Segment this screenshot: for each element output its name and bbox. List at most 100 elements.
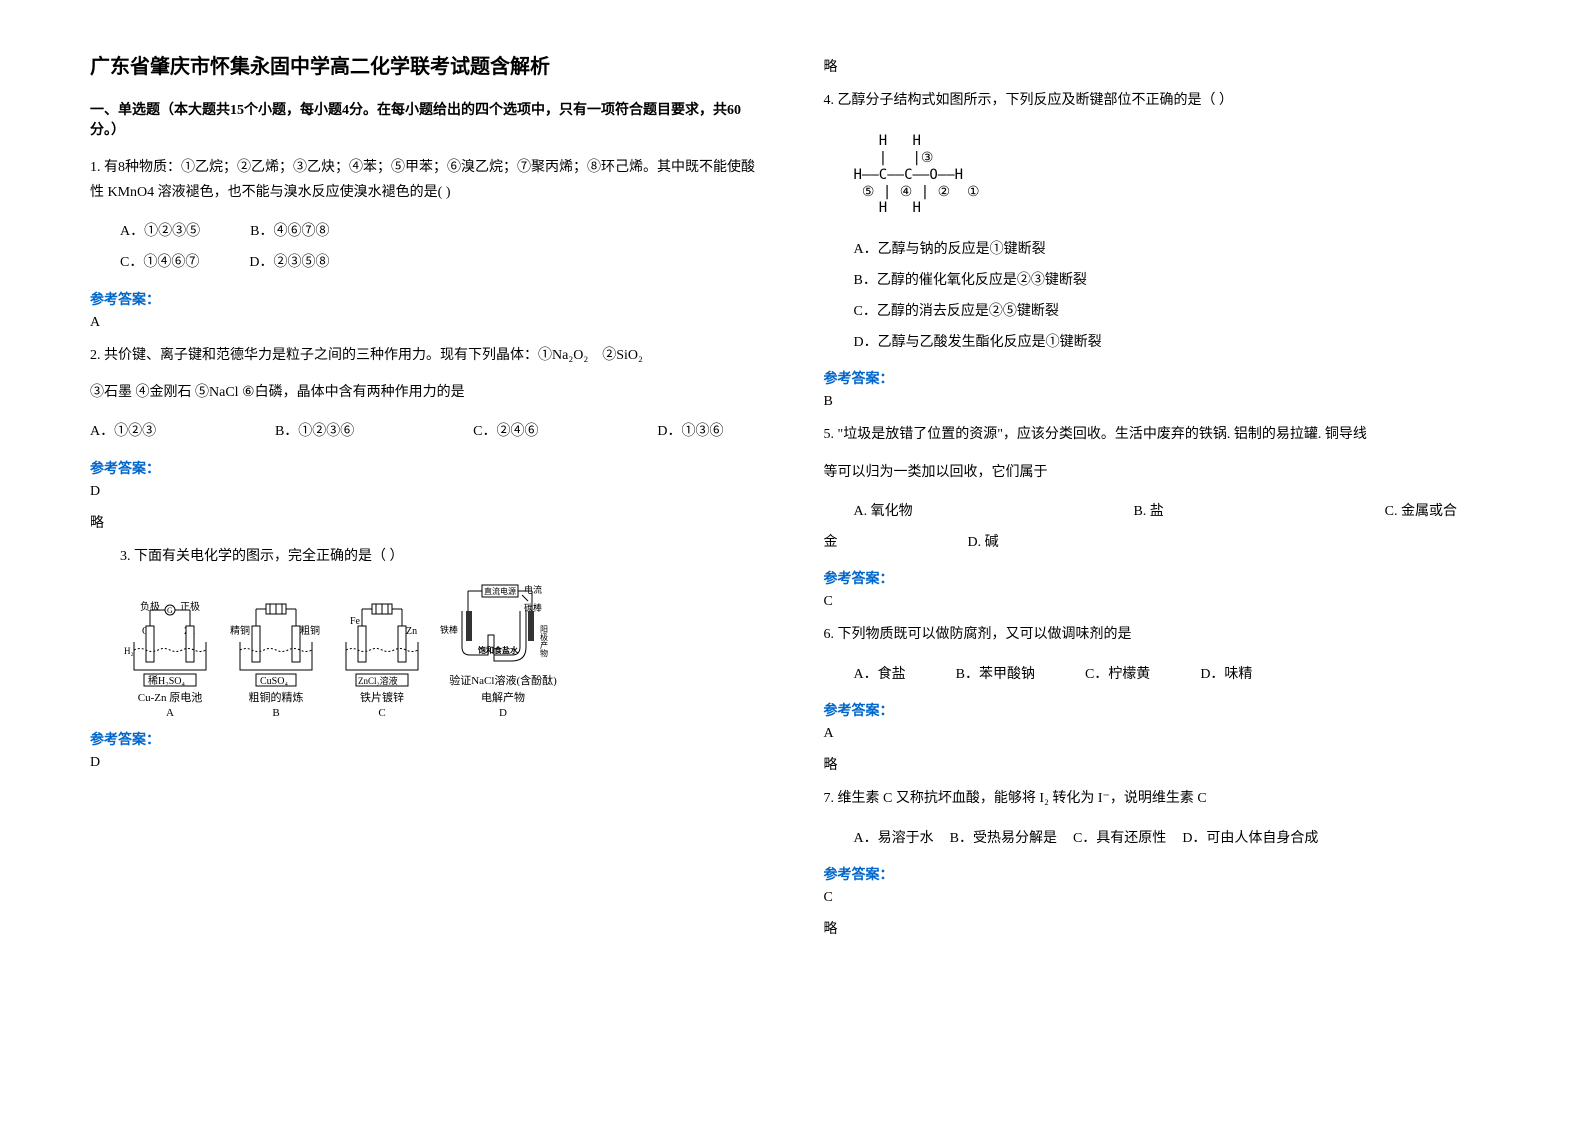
fig-a-letter: A: [166, 707, 174, 719]
q3-figure-b: 精铜 粗铜 CuSO₄ 粗铜的精炼 B: [226, 598, 326, 719]
section-1-heading: 一、单选题（本大题共15个小题，每小题4分。在每小题给出的四个选项中，只有一项符…: [90, 99, 764, 139]
electrode-b1: [252, 626, 260, 662]
q1-option-a: A．①②③⑤: [120, 217, 200, 248]
q4-answer: B: [824, 394, 1498, 410]
q5-option-b: B. 盐: [1133, 497, 1163, 528]
q7-option-c: C．具有还原性: [1073, 824, 1166, 855]
q3-figure-a: 负极 正极 G Cu Zn H₂ 稀H₂SO₄ Cu-Zn 原电池 A: [120, 598, 220, 719]
q5-stem-line2: 等可以归为一类加以回收，它们属于: [824, 460, 1498, 485]
q7-stem: 7. 维生素 C 又称抗坏血酸，能够将 I₂ 转化为 I⁻，说明维生素 C: [824, 786, 1498, 811]
q3-answer-label: 参考答案：: [90, 729, 764, 749]
arrow-d: [522, 595, 528, 601]
q7-option-d: D．可由人体自身合成: [1182, 824, 1318, 855]
q3-answer: D: [90, 755, 764, 771]
q3-figures: 负极 正极 G Cu Zn H₂ 稀H₂SO₄ Cu-Zn 原电池 A: [90, 581, 764, 719]
q1-answer: A: [90, 315, 764, 331]
electrode-zn: [186, 626, 194, 662]
q4-option-c: C．乙醇的消去反应是②⑤键断裂: [854, 297, 1498, 328]
q5-options: A. 氧化物 B. 盐 C. 金属或合 金 D. 碱: [824, 497, 1498, 559]
q7-answer: C: [824, 890, 1498, 906]
electrochem-c-svg: Fe Zn ZnCl₂溶液: [332, 598, 432, 688]
beaker-c: [346, 642, 418, 670]
q7-note: 略: [824, 918, 1498, 938]
fig-b-letter: B: [272, 707, 279, 719]
q2-answer-label: 参考答案：: [90, 458, 764, 478]
q5-answer: C: [824, 594, 1498, 610]
q7-option-a: A．易溶于水: [854, 824, 934, 855]
q1-stem: 1. 有8种物质：①乙烷；②乙烯；③乙炔；④苯；⑤甲苯；⑥溴乙烷；⑦聚丙烯；⑧环…: [90, 155, 764, 205]
q2-option-d: D．①③⑥: [657, 417, 723, 448]
q7-options: A．易溶于水 B．受热易分解是 C．具有还原性 D．可由人体自身合成: [824, 824, 1498, 855]
q4-option-b: B．乙醇的催化氧化反应是②③键断裂: [854, 266, 1498, 297]
fig-d-letter: D: [499, 707, 507, 719]
q7-answer-label: 参考答案：: [824, 864, 1498, 884]
fig-c-left: Fe: [350, 616, 361, 627]
right-column: 略 4. 乙醇分子结构式如图所示，下列反应及断键部位不正确的是（ ） H H |…: [794, 50, 1528, 1072]
electrode-d1: [466, 611, 472, 641]
electrode-cu: [146, 626, 154, 662]
q6-option-b: B．苯甲酸钠: [956, 660, 1035, 691]
q6-option-a: A．食盐: [854, 660, 906, 691]
liquid-c: [346, 649, 418, 652]
q5-option-d: D. 碱: [968, 528, 999, 559]
electrochem-a-svg: 负极 正极 G Cu Zn H₂ 稀H₂SO₄: [120, 598, 220, 688]
q2-option-a: A．①②③: [90, 417, 156, 448]
meter-g: G: [167, 606, 173, 615]
fig-b-right: 粗铜: [300, 625, 320, 637]
document-title: 广东省肇庆市怀集永固中学高二化学联考试题含解析: [90, 50, 764, 79]
fig-d-current: 电流: [524, 584, 542, 595]
q3-stem: 3. 下面有关电化学的图示，完全正确的是（ ）: [90, 544, 764, 569]
q6-note: 略: [824, 754, 1498, 774]
q6-answer-label: 参考答案：: [824, 700, 1498, 720]
beaker-b: [240, 642, 312, 670]
q6-options: A．食盐 B．苯甲酸钠 C．柠檬黄 D．味精: [824, 660, 1498, 691]
q6-stem: 6. 下列物质既可以做防腐剂，又可以做调味剂的是: [824, 622, 1498, 647]
electrode-d2: [528, 611, 534, 641]
fig-c-caption: 铁片镀锌: [360, 689, 404, 705]
q5-stem-line1: 5. "垃圾是放错了位置的资源"，应该分类回收。生活中废弃的铁锅. 铝制的易拉罐…: [824, 422, 1498, 447]
q4-answer-label: 参考答案：: [824, 368, 1498, 388]
q1-option-d: D．②③⑤⑧: [249, 248, 329, 279]
fig-d-caption2: 电解产物: [481, 689, 525, 705]
electrode-b2: [292, 626, 300, 662]
q3-figure-c: Fe Zn ZnCl₂溶液 铁片镀锌 C: [332, 598, 432, 719]
q1-options: A．①②③⑤ B．④⑥⑦⑧ C．①④⑥⑦ D．②③⑤⑧: [90, 217, 764, 279]
electrode-c1: [358, 626, 366, 662]
fig-d-salt: 饱和食盐水: [478, 645, 519, 655]
electrochem-b-svg: 精铜 粗铜 CuSO₄: [226, 598, 326, 688]
q4-option-a: A．乙醇与钠的反应是①键断裂: [854, 235, 1498, 266]
q6-option-d: D．味精: [1200, 660, 1252, 691]
q2-option-c: C．②④⑥: [473, 417, 538, 448]
left-column: 广东省肇庆市怀集永固中学高二化学联考试题含解析 一、单选题（本大题共15个小题，…: [60, 50, 794, 1072]
q2-answer: D: [90, 484, 764, 500]
q4-stem: 4. 乙醇分子结构式如图所示，下列反应及断键部位不正确的是（ ）: [824, 88, 1498, 113]
fig-b-solution: CuSO₄: [260, 676, 288, 687]
fig-a-h2: H₂: [124, 646, 134, 656]
fig-a-solution: 稀H₂SO₄: [148, 674, 185, 687]
q1-option-c: C．①④⑥⑦: [120, 248, 199, 279]
q5-answer-label: 参考答案：: [824, 568, 1498, 588]
fig-c-solution: ZnCl₂溶液: [358, 675, 398, 686]
q2-options: A．①②③ B．①②③⑥ C．②④⑥ D．①③⑥: [90, 417, 764, 448]
q6-answer: A: [824, 726, 1498, 742]
col2-top-note: 略: [824, 56, 1498, 76]
electrochem-d-svg: 直流电源 电流 碳棒 铁棒 饱和食盐水 阳极产物: [438, 581, 568, 671]
liquid-a: [134, 649, 206, 652]
q1-option-b: B．④⑥⑦⑧: [250, 217, 329, 248]
q7-option-b: B．受热易分解是: [950, 824, 1057, 855]
q6-option-c: C．柠檬黄: [1085, 660, 1150, 691]
q4-options: A．乙醇与钠的反应是①键断裂 B．乙醇的催化氧化反应是②③键断裂 C．乙醇的消去…: [824, 235, 1498, 358]
q5-option-c: C. 金属或合: [1385, 497, 1457, 528]
fig-d-power: 直流电源: [484, 586, 516, 596]
q4-option-d: D．乙醇与乙酸发生酯化反应是①键断裂: [854, 328, 1498, 359]
liquid-b: [240, 649, 312, 652]
electrode-c2: [398, 626, 406, 662]
q2-stem-line2: ③石墨 ④金刚石 ⑤NaCl ⑥白磷，晶体中含有两种作用力的是: [90, 380, 764, 405]
ethanol-structure-diagram: H H | |③ H――C――C――O――H ⑤ | ④ | ② ① H H: [824, 125, 1498, 225]
fig-a-caption: Cu-Zn 原电池: [138, 689, 202, 705]
fig-d-side: 阳极产物: [540, 625, 549, 658]
fig-d-iron: 铁棒: [440, 624, 458, 635]
fig-d-caption1: 验证NaCl溶液(含酚酞): [449, 672, 557, 688]
q1-answer-label: 参考答案：: [90, 289, 764, 309]
q3-figure-d: 直流电源 电流 碳棒 铁棒 饱和食盐水 阳极产物 验证NaCl溶液(含酚酞) 电…: [438, 581, 568, 719]
